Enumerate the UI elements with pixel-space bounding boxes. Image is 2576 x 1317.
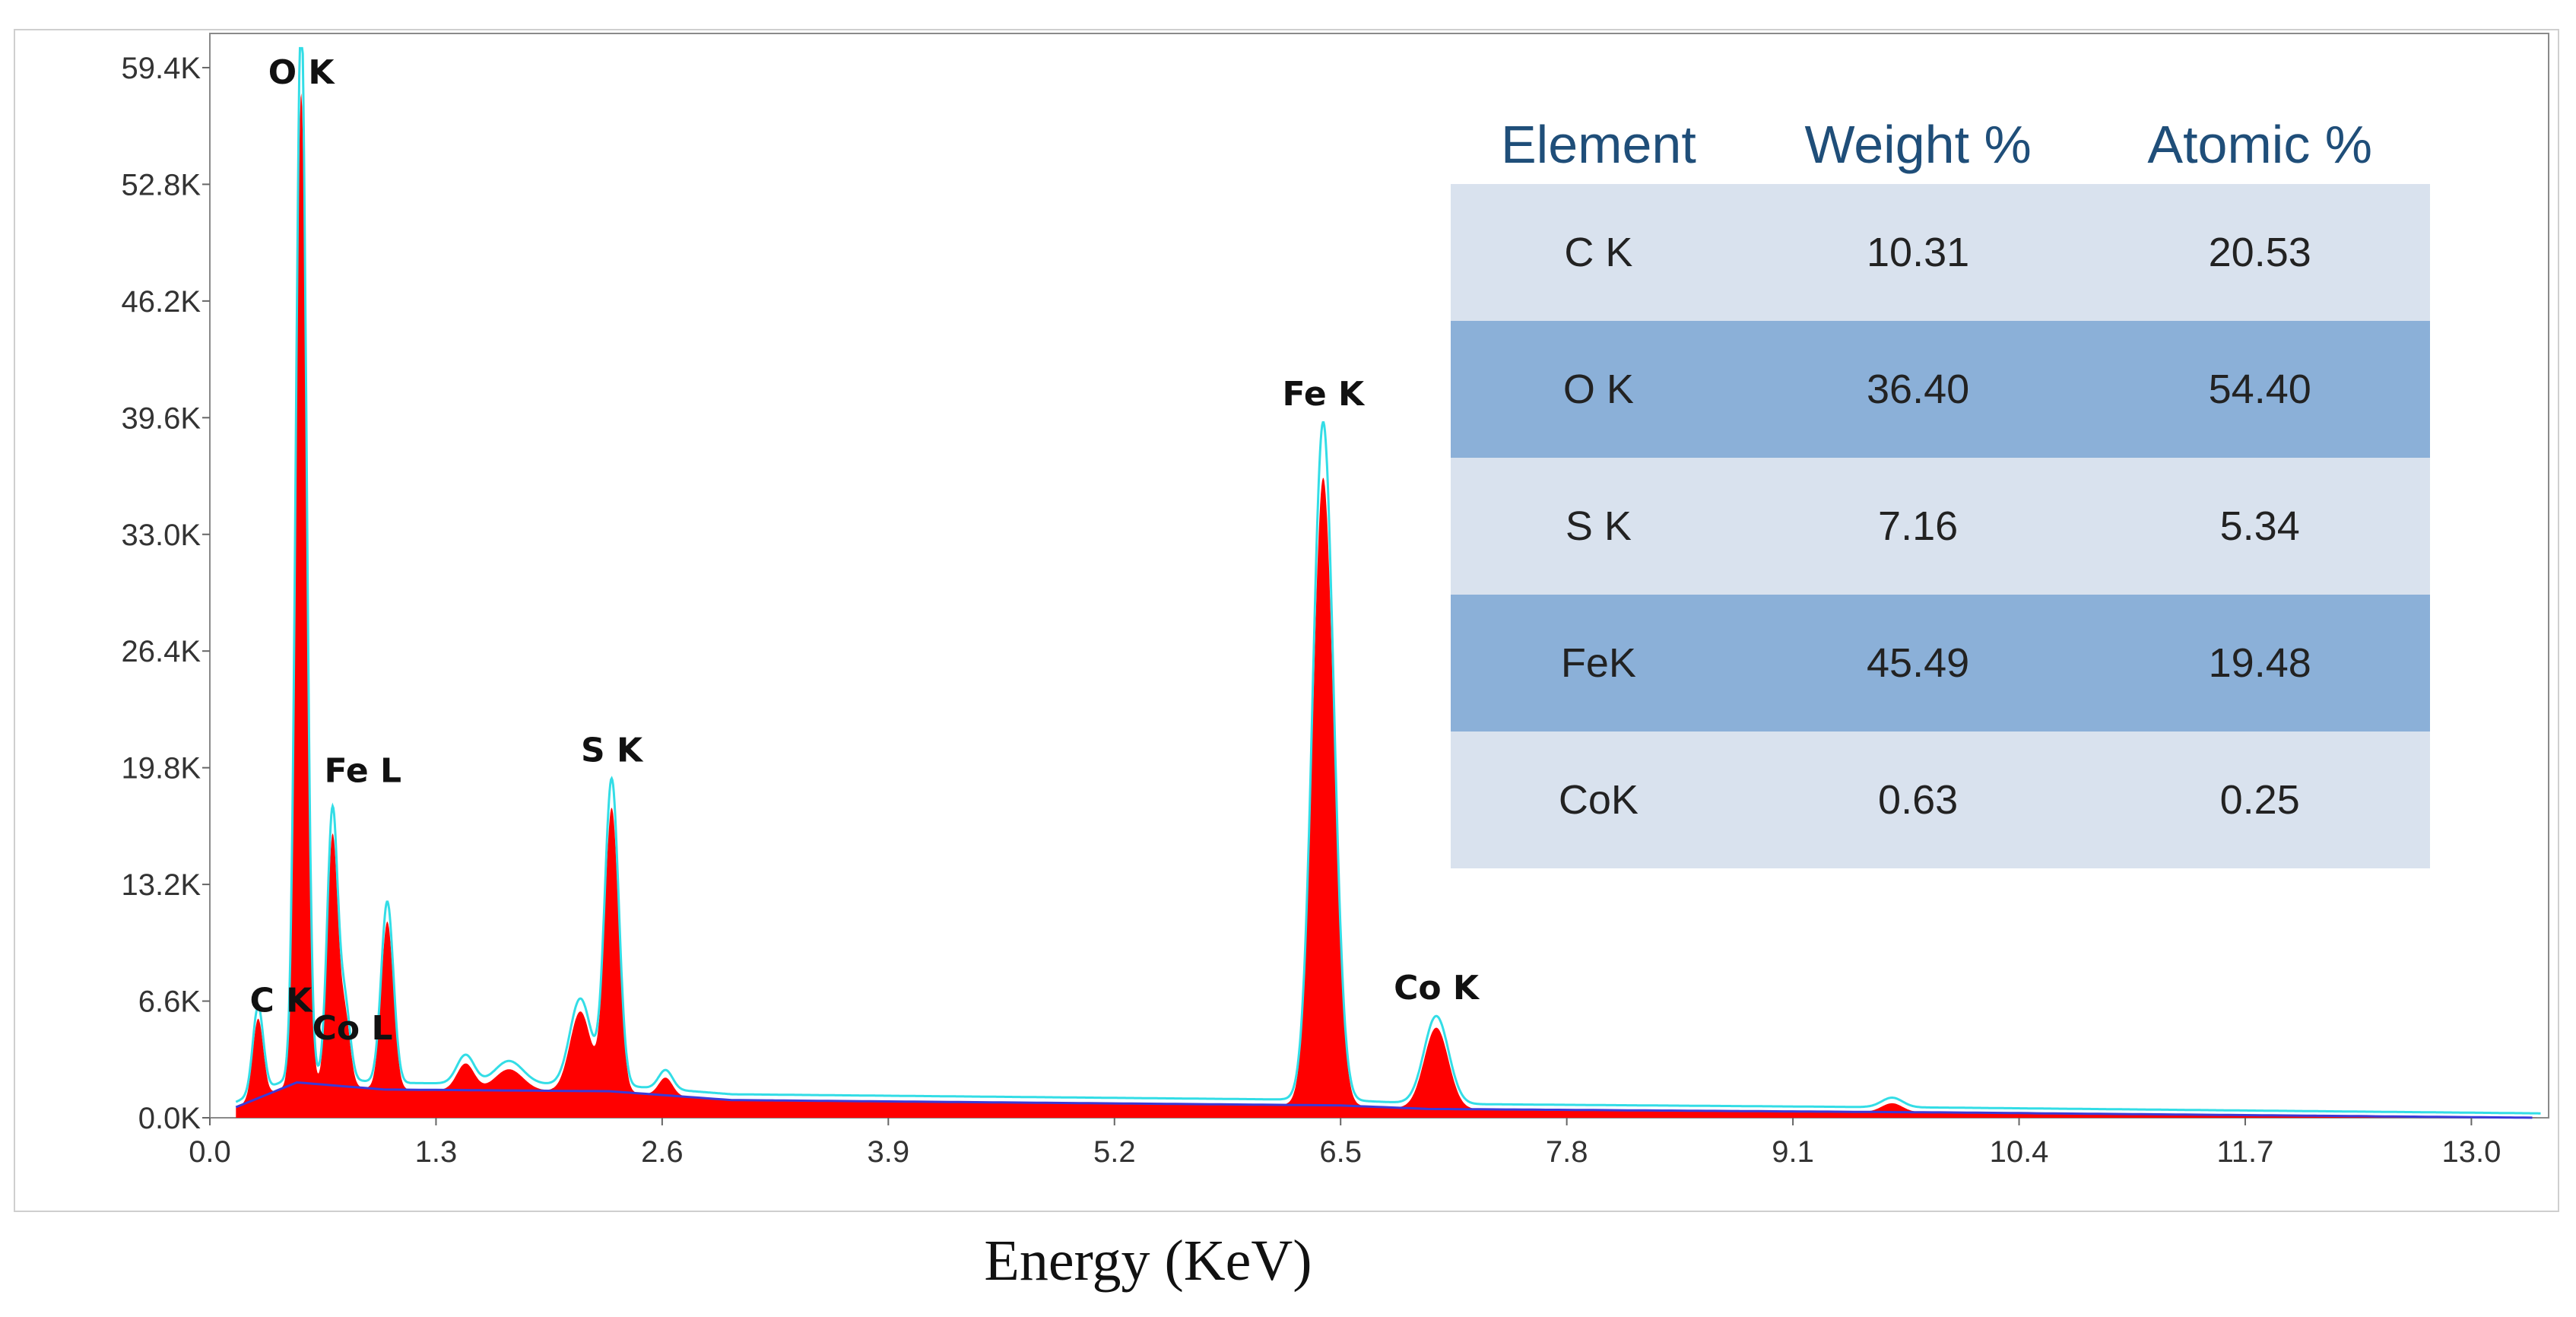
peak-label: S K [581,731,644,770]
table-header-row: Element Weight % Atomic % [1451,114,2430,184]
cell-element: S K [1451,458,1746,595]
x-tick-label: 5.2 [1093,1135,1136,1169]
peak-label: O K [268,53,336,92]
peak-label: Co K [1394,969,1480,1008]
x-axis-label: Energy (KeV) [984,1229,1312,1293]
cell-atomic: 20.53 [2089,184,2430,321]
cell-element: CoK [1451,731,1746,868]
cell-atomic: 5.34 [2089,458,2430,595]
table-row: S K 7.16 5.34 [1451,458,2430,595]
chart-frame [14,29,2559,1212]
cell-atomic: 19.48 [2089,595,2430,731]
x-tick-label: 0.0 [189,1135,231,1169]
x-tick-label: 13.0 [2441,1135,2501,1169]
table-row: CoK 0.63 0.25 [1451,731,2430,868]
peak-label: Fe L [325,751,401,790]
peak-label: Fe K [1283,375,1366,414]
background-fit-line [235,1081,2533,1119]
cell-weight: 10.31 [1746,184,2090,321]
cell-atomic: 54.40 [2089,321,2430,458]
peak-label: C K [250,982,314,1020]
y-tick-label: 6.6K [138,985,201,1019]
y-tick-label: 19.8K [121,752,201,785]
y-tick-label: 0.0K [138,1102,201,1135]
header-atomic: Atomic % [2147,115,2373,174]
y-tick-label: 33.0K [121,519,201,552]
x-tick-label: 10.4 [1990,1135,2049,1169]
cell-weight: 45.49 [1746,595,2090,731]
cell-weight: 7.16 [1746,458,2090,595]
y-tick-label: 46.2K [121,285,201,319]
y-tick-label: 39.6K [121,401,201,435]
cell-atomic: 0.25 [2089,731,2430,868]
table-row: C K 10.31 20.53 [1451,184,2430,321]
header-weight: Weight % [1804,115,2032,174]
x-tick-label: 3.9 [868,1135,910,1169]
cell-element: FeK [1451,595,1746,731]
composition-table: Element Weight % Atomic % C K 10.31 20.5… [1451,114,2430,868]
y-tick-label: 26.4K [121,635,201,668]
cell-weight: 0.63 [1746,731,2090,868]
table-row: FeK 45.49 19.48 [1451,595,2430,731]
peak-label: Co L [312,1009,393,1048]
header-element: Element [1500,115,1696,174]
y-tick-label: 13.2K [121,868,201,902]
spectrum-outline [235,46,2541,1115]
x-tick-label: 6.5 [1319,1135,1362,1169]
y-tick-label: 59.4K [121,52,201,85]
cell-element: C K [1451,184,1746,321]
cell-weight: 36.40 [1746,321,2090,458]
cell-element: O K [1451,321,1746,458]
table-row: O K 36.40 54.40 [1451,321,2430,458]
x-tick-label: 11.7 [2217,1135,2274,1169]
x-tick-label: 7.8 [1546,1135,1588,1169]
x-tick-label: 9.1 [1772,1135,1814,1169]
x-tick-label: 1.3 [415,1135,458,1169]
y-tick-label: 52.8K [121,168,201,202]
x-tick-label: 2.6 [641,1135,684,1169]
